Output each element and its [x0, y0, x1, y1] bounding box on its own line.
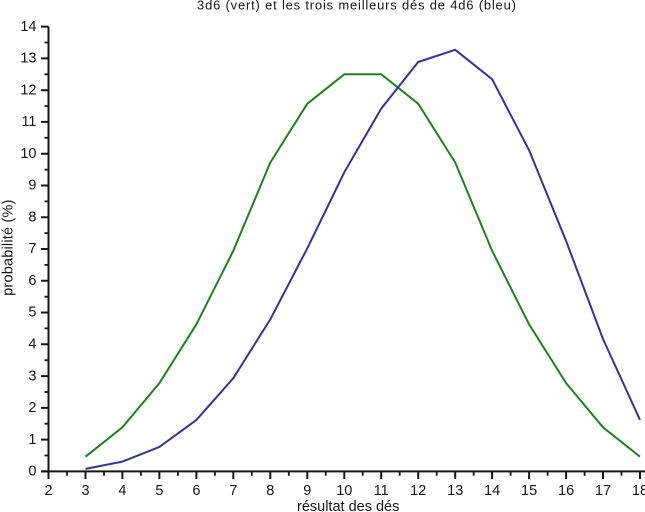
svg-text:14: 14 [484, 483, 500, 499]
svg-text:9: 9 [303, 483, 311, 499]
svg-text:6: 6 [28, 273, 36, 289]
svg-text:8: 8 [266, 483, 274, 499]
svg-text:5: 5 [28, 305, 36, 321]
svg-text:8: 8 [28, 209, 36, 225]
svg-text:13: 13 [20, 51, 36, 67]
svg-text:12: 12 [410, 483, 426, 499]
svg-text:10: 10 [336, 483, 352, 499]
svg-text:6: 6 [192, 483, 200, 499]
svg-text:14: 14 [20, 19, 36, 35]
svg-text:11: 11 [374, 483, 389, 499]
svg-text:4: 4 [28, 337, 36, 353]
svg-text:0: 0 [28, 464, 36, 480]
svg-text:3: 3 [28, 368, 36, 384]
svg-text:3d6 (vert) et les trois meille: 3d6 (vert) et les trois meilleurs dés de… [197, 0, 517, 13]
svg-text:16: 16 [558, 483, 574, 499]
svg-text:4: 4 [118, 483, 126, 499]
svg-text:3: 3 [81, 483, 89, 499]
svg-text:11: 11 [21, 114, 36, 130]
svg-text:1: 1 [28, 432, 36, 448]
svg-text:probabilité (%): probabilité (%) [1, 199, 17, 296]
svg-text:7: 7 [229, 483, 237, 499]
svg-text:18: 18 [632, 483, 645, 499]
svg-text:10: 10 [20, 146, 36, 162]
svg-text:13: 13 [447, 483, 463, 499]
svg-text:2: 2 [28, 400, 36, 416]
svg-text:12: 12 [20, 82, 36, 98]
svg-text:17: 17 [595, 483, 611, 499]
svg-text:7: 7 [28, 241, 36, 257]
svg-text:2: 2 [44, 483, 52, 499]
svg-text:9: 9 [28, 178, 36, 194]
svg-text:résultat des dés: résultat des dés [297, 499, 399, 512]
svg-text:15: 15 [521, 483, 537, 499]
svg-text:5: 5 [155, 483, 163, 499]
